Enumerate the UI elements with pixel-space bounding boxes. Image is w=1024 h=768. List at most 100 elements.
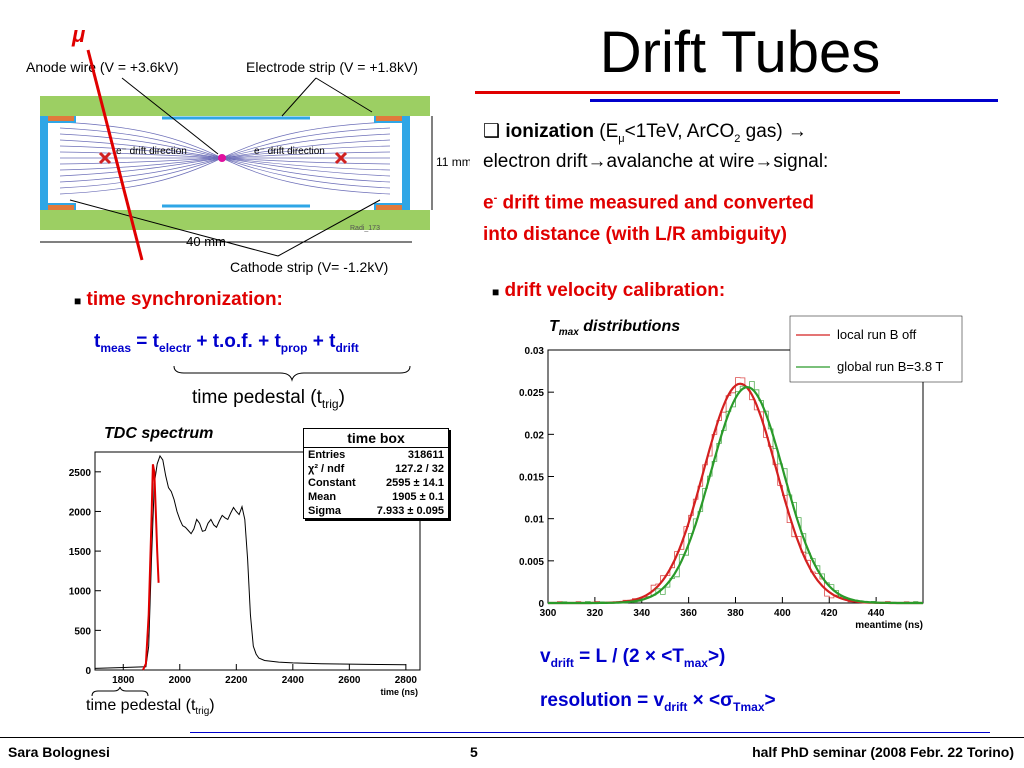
local-run-fit-line — [548, 382, 923, 605]
ionization-term: ionization — [505, 121, 594, 142]
footer-line — [0, 737, 1024, 738]
x-tick-label: 300 — [540, 608, 557, 619]
y-tick-label: 0.005 — [519, 557, 544, 568]
anode-label: Anode wire (V = +3.6kV) — [26, 59, 179, 75]
statbox-title: time box — [304, 429, 448, 448]
sync-heading: ■ time synchronization: — [74, 289, 283, 310]
y-tick-label: 2500 — [69, 468, 92, 479]
cathode-label: Cathode strip (V= -1.2kV) — [230, 259, 388, 275]
x-axis-label: meantime (ns) — [855, 620, 923, 631]
statbox-row: Entries 318611 — [304, 448, 448, 462]
top-plate — [40, 96, 430, 116]
footer-author: Sara Bolognesi — [8, 744, 110, 760]
local-run-histogram — [548, 377, 919, 604]
x-tick-label: 2800 — [395, 675, 418, 686]
global-run-histogram — [548, 381, 919, 604]
tdc-spectrum-chart: 0 500 1000 1500 2000 2500 1800 2000 2200 2400 2600… — [69, 451, 421, 697]
y-tick-label: 0.02 — [525, 430, 545, 441]
left-i-beam — [40, 116, 76, 210]
x-tick-label: 380 — [727, 608, 744, 619]
y-tick-label: 0 — [538, 599, 544, 610]
title-underline-blue — [590, 99, 998, 102]
page-title: Drift Tubes — [599, 20, 881, 85]
y-tick-label: 0.01 — [525, 515, 545, 526]
y-tick-label: 0.025 — [519, 388, 544, 399]
tdc-pedestal-brace — [91, 686, 149, 697]
time-box-statbox: time box Entries 318611 χ² / ndf 127.2 / 32… — [303, 428, 449, 519]
ref-label: Radi_173 — [350, 225, 380, 232]
drift-time-line1: e- drift time measured and converted — [483, 192, 814, 214]
height-label: 11 mm — [436, 155, 470, 169]
x-tick-label: 2400 — [282, 675, 305, 686]
x-tick-label: 2200 — [225, 675, 248, 686]
drift-direction-right: e⁻ drift direction — [254, 146, 325, 157]
legend-label: global run B=3.8 T — [837, 359, 943, 374]
pedestal-brace — [173, 365, 411, 382]
x-tick-label: 2600 — [338, 675, 361, 686]
bottom-plate — [40, 210, 430, 230]
statbox-row: Mean 1905 ± 0.1 — [304, 490, 448, 504]
statbox-row: Sigma 7.933 ± 0.095 — [304, 504, 448, 518]
stat-name: Sigma — [308, 505, 342, 517]
tdc-histogram-line — [94, 454, 406, 669]
y-tick-label: 0.015 — [519, 473, 544, 484]
electrode-label: Electrode strip (V = +1.8kV) — [246, 59, 418, 75]
stat-name: Entries — [308, 449, 346, 461]
tdc-pedestal-label: time pedestal (ttrig) — [86, 697, 215, 718]
footer-event: half PhD seminar (2008 Febr. 22 Torino) — [752, 744, 1014, 760]
tmax-legend — [789, 315, 963, 383]
stat-value: 2595 ± 14.1 — [385, 477, 444, 489]
y-tick-label: 1500 — [69, 547, 92, 558]
x-axis-label: time (ns) — [380, 687, 418, 697]
right-i-beam — [374, 116, 410, 210]
statbox-row: Constant 2595 ± 14.1 — [304, 476, 448, 490]
y-tick-label: 0 — [85, 666, 91, 677]
stat-value: 7.933 ± 0.095 — [376, 505, 444, 517]
stat-name: Mean — [308, 491, 337, 503]
x-tick-label: 1800 — [112, 675, 135, 686]
statbox-table: Entries 318611 χ² / ndf 127.2 / 32 Constant 2… — [304, 448, 448, 518]
statbox-row: χ² / ndf 127.2 / 32 — [304, 462, 448, 476]
stat-name: χ² / ndf — [308, 463, 345, 475]
width-label: 40 mm — [186, 234, 226, 249]
tmax-distribution-chart: 0 0.005 0.01 0.015 0.02 0.025 0.03 300 320 340 360… — [519, 315, 963, 631]
footer-page-number: 5 — [470, 744, 478, 760]
velocity-heading: ■ drift velocity calibration: — [492, 280, 726, 301]
footer-line-blue — [190, 732, 990, 733]
x-mark-left — [98, 151, 112, 165]
anode-wire — [218, 154, 226, 162]
y-tick-label: 1000 — [69, 587, 92, 598]
ionization-line2: electron drift→avalanche at wire→signal: — [483, 151, 829, 172]
y-tick-label: 0.03 — [525, 346, 545, 357]
legend-label: local run B off — [837, 327, 917, 342]
title-underline-red — [475, 91, 900, 94]
x-tick-label: 420 — [821, 608, 838, 619]
drift-tube-diagram: μ Anode wire (V = +3.6kV) Electrode stri… — [26, 22, 470, 275]
stat-value: 318611 — [407, 449, 444, 461]
y-tick-label: 2000 — [69, 507, 92, 518]
ionization-line1: ❑ ionization (Eμ<1TeV, ArCO2 gas) → — [483, 121, 807, 145]
pedestal-label: time pedestal (ttrig) — [192, 387, 345, 411]
x-tick-label: 320 — [587, 608, 604, 619]
stat-value: 1905 ± 0.1 — [392, 491, 444, 503]
x-tick-label: 440 — [868, 608, 885, 619]
annotation-arrows — [40, 77, 433, 257]
global-run-fit-line — [548, 385, 923, 605]
tdc-plot-frame — [94, 451, 421, 671]
tmax-title: Tmax distributions — [549, 318, 681, 339]
muon-track — [86, 49, 144, 261]
drift-velocity-formula: vdrift = L / (2 × <Tmax>) — [540, 646, 726, 670]
x-tick-label: 2000 — [169, 675, 192, 686]
muon-symbol: μ — [71, 22, 85, 47]
tdc-fit-line — [142, 464, 160, 671]
y-tick-label: 500 — [74, 626, 91, 637]
time-equation: tmeas = telectr + t.o.f. + tprop + tdrif… — [94, 331, 359, 355]
resolution-formula: resolution = vdrift × <σTmax> — [540, 690, 776, 714]
tdc-title: TDC spectrum — [104, 425, 214, 442]
drift-time-line2: into distance (with L/R ambiguity) — [483, 224, 787, 245]
checkbox-bullet-icon: ❑ — [483, 121, 501, 142]
stat-name: Constant — [308, 477, 356, 489]
drift-direction-left: e⁻ drift direction — [116, 146, 187, 157]
x-tick-label: 360 — [680, 608, 697, 619]
stat-value: 127.2 / 32 — [395, 463, 444, 475]
